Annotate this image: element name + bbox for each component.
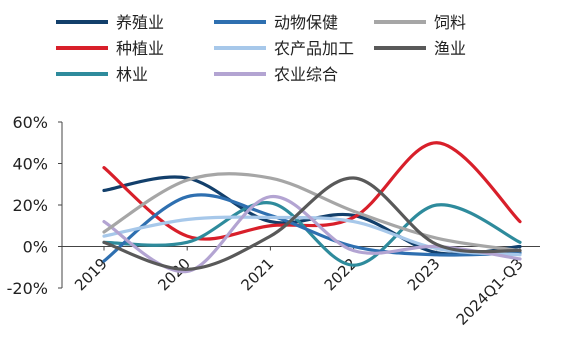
legend-label: 林业 [116, 65, 148, 84]
legend-item: 动物保健 [214, 13, 338, 32]
legend-label: 渔业 [434, 39, 466, 58]
legend-item: 养殖业 [56, 13, 164, 32]
legend-item: 渔业 [374, 39, 466, 58]
legend-label: 养殖业 [116, 13, 164, 32]
y-tick-label: 40% [12, 155, 48, 174]
legend-item: 农产品加工 [214, 39, 354, 58]
legend-item: 林业 [56, 65, 148, 84]
y-tick-label: -20% [7, 279, 48, 298]
y-tick-label: 0% [23, 238, 48, 257]
x-tick-label: 2023 [404, 255, 444, 295]
y-tick-label: 60% [12, 113, 48, 132]
legend-label: 农业综合 [274, 65, 338, 84]
y-tick-label: 20% [12, 196, 48, 215]
series-line-7 [102, 176, 522, 271]
legend-item: 农业综合 [214, 65, 338, 84]
x-tick-label: 2021 [237, 255, 277, 295]
series-line-6 [102, 172, 522, 253]
legend-item: 饲料 [374, 13, 466, 32]
legend-label: 种植业 [116, 39, 164, 58]
legend-label: 饲料 [434, 13, 466, 32]
legend-item: 种植业 [56, 39, 164, 58]
legend-label: 农产品加工 [274, 39, 354, 58]
series-line-2 [102, 201, 522, 267]
series-line-3 [102, 193, 522, 263]
legend-label: 动物保健 [274, 13, 338, 32]
x-tick-label: 2020 [154, 255, 194, 295]
series-line-1 [102, 141, 522, 241]
plot-area [102, 141, 522, 274]
x-tick-label: 2024Q1-Q3 [453, 255, 527, 329]
